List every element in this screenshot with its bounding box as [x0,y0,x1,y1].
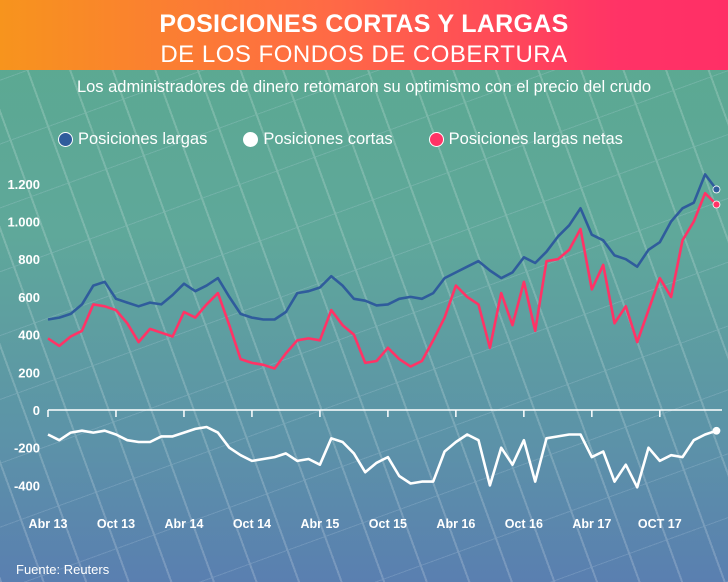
legend-item-long: Posiciones largas [58,130,207,149]
x-tick-label: Oct 14 [233,517,271,531]
legend-marker-long [58,132,73,147]
series-end-point-short [712,426,721,435]
x-tick-label: Abr 16 [436,517,475,531]
series-line-long [47,173,718,321]
series-end-point-long [712,185,721,194]
legend-label-short: Posiciones cortas [263,130,393,148]
x-tick-label: Abr 17 [572,517,611,531]
legend: Posiciones largas Posiciones cortas Posi… [58,130,623,149]
legend-marker-net [428,132,444,147]
legend-item-short: Posiciones cortas [243,130,393,149]
legend-label-long: Posiciones largas [78,130,208,148]
x-tick-label: OCT 17 [638,517,682,531]
chart-subtitle: Los administradores de dinero retomaron … [76,78,652,96]
legend-label-net: Posiciones largas netas [448,130,623,148]
x-tick-label: Abr 15 [300,517,339,531]
series-end-point-net [712,200,721,209]
legend-item-net: Posiciones largas netas [428,130,623,149]
x-tick-label: Abr 13 [29,517,68,531]
chart-title-line2: DE LOS FONDOS DE COBERTURA [160,41,568,68]
y-tick-label: 0 [33,403,40,418]
x-tick-label: Abr 14 [165,517,204,531]
header-banner: POSICIONES CORTAS Y LARGAS DE LOS FONDOS… [0,0,728,70]
source-note: Fuente: Reuters [16,562,110,577]
y-tick-label: 1.000 [7,215,40,230]
y-tick-label: 200 [18,365,40,380]
x-tick-label: Oct 16 [505,517,543,531]
y-tick-label: 1.200 [7,177,40,192]
series-line-net [47,191,718,370]
y-tick-label: 400 [18,328,40,343]
y-tick-label: -200 [14,441,40,456]
y-tick-label: 600 [18,290,40,305]
series-line-short [47,425,717,489]
y-tick-label: -400 [14,478,40,493]
chart-title: POSICIONES CORTAS Y LARGAS [159,10,569,38]
x-tick-label: Oct 15 [369,517,407,531]
y-tick-label: 800 [18,252,40,267]
x-tick-label: Oct 13 [97,517,135,531]
legend-marker-short [243,132,259,147]
